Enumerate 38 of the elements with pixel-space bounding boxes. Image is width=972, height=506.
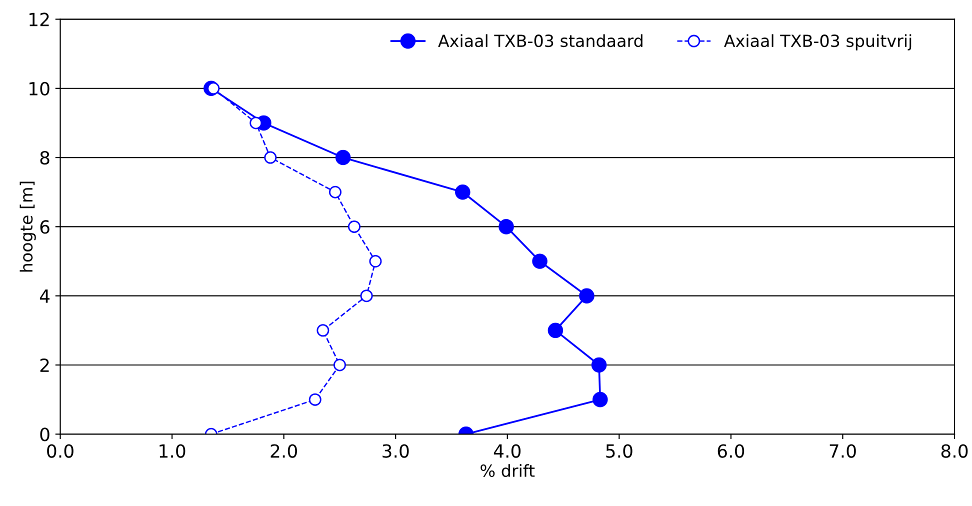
x-tick-label: 5.0 bbox=[606, 444, 632, 458]
point bbox=[335, 150, 351, 166]
legend-label: Axiaal TXB-03 standaard bbox=[438, 34, 642, 48]
point bbox=[250, 116, 262, 130]
point bbox=[455, 184, 470, 200]
point bbox=[348, 220, 360, 233]
point bbox=[308, 393, 322, 406]
x-tick-label: 7.0 bbox=[830, 444, 856, 458]
x-tick-label: 0.0 bbox=[47, 444, 74, 458]
x-axis-title: % drift bbox=[480, 464, 535, 478]
x-tick-label: 8.0 bbox=[941, 444, 968, 458]
y-tick-label: 4 bbox=[40, 290, 50, 303]
point bbox=[264, 151, 277, 164]
y-tick-label: 2 bbox=[40, 358, 49, 372]
x-tick-label: 6.0 bbox=[718, 444, 744, 458]
point bbox=[579, 288, 594, 304]
point bbox=[207, 82, 220, 95]
point bbox=[328, 186, 342, 198]
x-tick-label: 1.0 bbox=[160, 444, 186, 458]
y-tick-label: 12 bbox=[30, 12, 49, 26]
y-axis-title: hoogte [m] bbox=[20, 182, 36, 272]
point bbox=[369, 255, 382, 268]
x-tick-label: 3.0 bbox=[382, 444, 409, 458]
point bbox=[591, 357, 607, 373]
x-tick-label: 4.0 bbox=[494, 444, 521, 458]
legend-label: Axiaal TXB-03 spuitvrij bbox=[724, 34, 912, 50]
point bbox=[592, 392, 608, 408]
point bbox=[548, 322, 564, 338]
point bbox=[498, 219, 514, 234]
point bbox=[333, 358, 346, 372]
y-tick-label: 10 bbox=[30, 82, 50, 96]
point bbox=[316, 324, 330, 337]
x-tick-label: 2.0 bbox=[270, 444, 297, 458]
y-tick-label: 0 bbox=[40, 428, 50, 442]
y-tick-label: 6 bbox=[40, 220, 50, 234]
y-tick-label: 8 bbox=[40, 150, 50, 165]
point bbox=[360, 290, 373, 302]
point bbox=[532, 254, 548, 269]
